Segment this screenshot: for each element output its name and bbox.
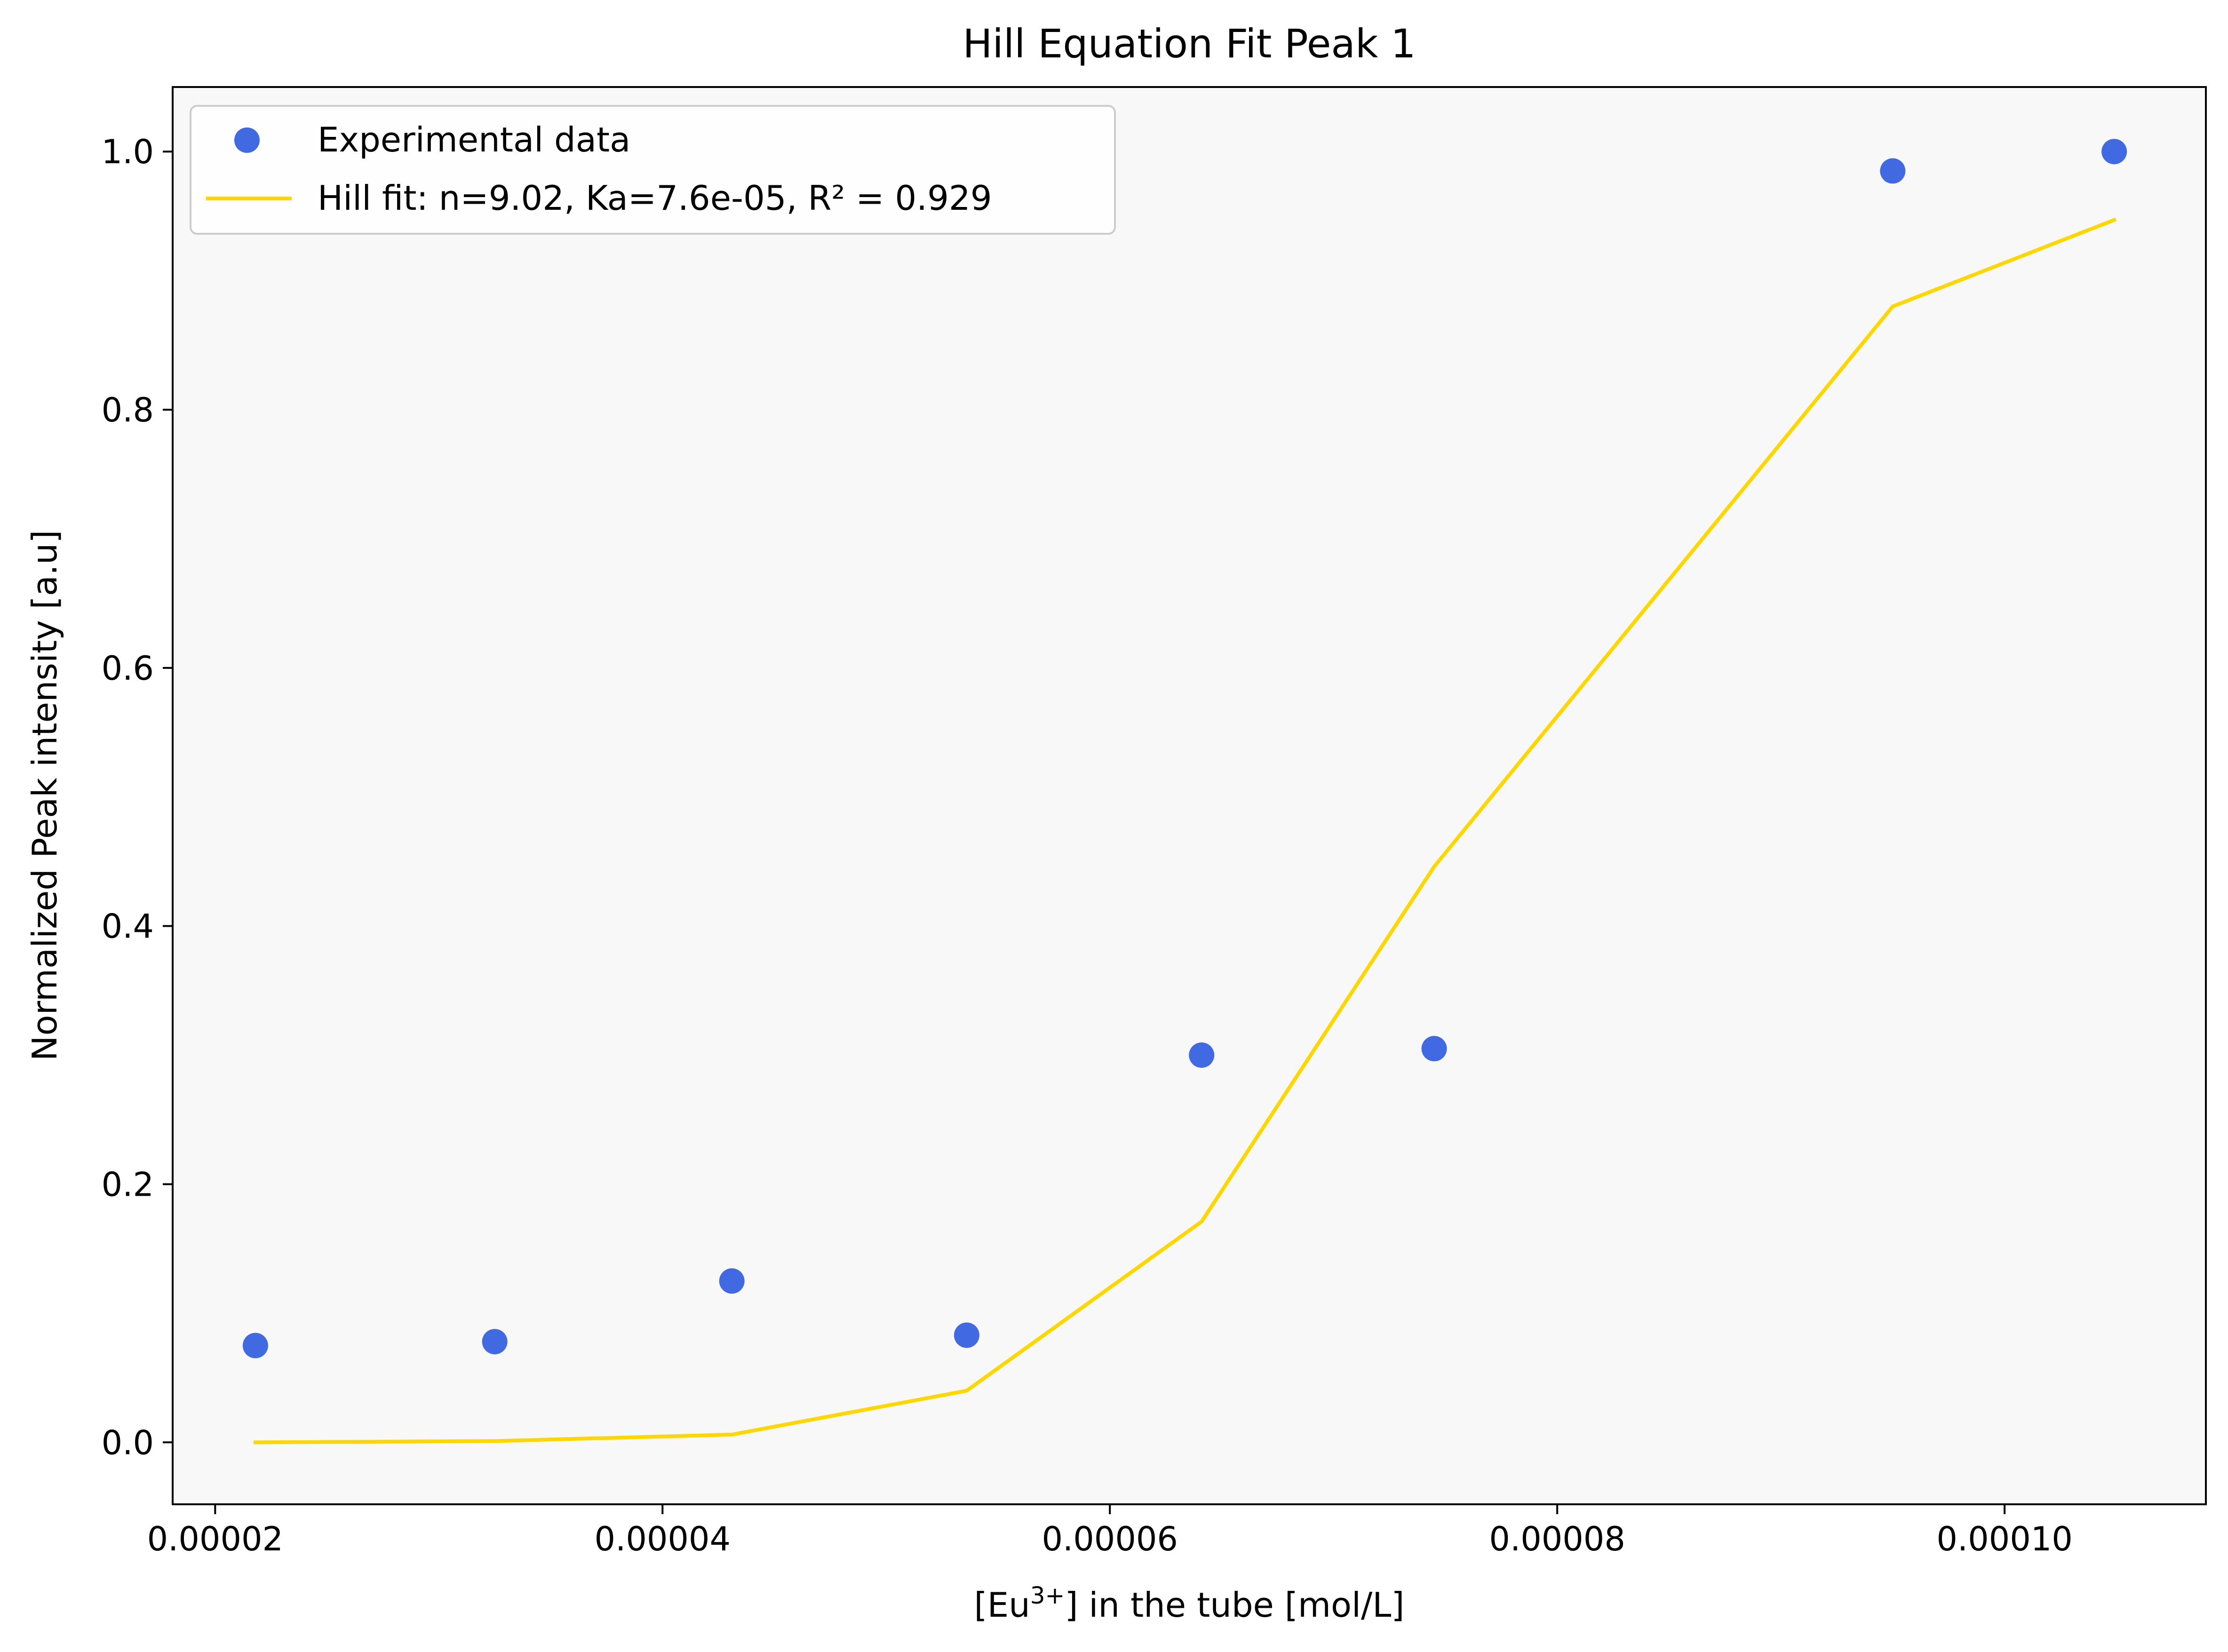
- data-layer: [242, 139, 2127, 1445]
- data-point: [242, 1333, 268, 1358]
- y-tick-label: 0.4: [102, 907, 154, 946]
- data-point: [1421, 1036, 1447, 1062]
- legend-label-fit: Hill fit: n=9.02, Ka=7.6e-05, R² = 0.929: [318, 178, 992, 218]
- data-point: [719, 1268, 745, 1294]
- data-point: [954, 1322, 979, 1348]
- x-axis-label-sup: 3+: [1030, 1582, 1065, 1609]
- x-axis-label: [Eu3+] in the tube [mol/L]: [974, 1582, 1405, 1625]
- x-tick-label: 0.00008: [1489, 1520, 1625, 1558]
- legend: Experimental data Hill fit: n=9.02, Ka=7…: [190, 105, 1116, 235]
- chart-title: Hill Equation Fit Peak 1: [963, 21, 1416, 67]
- data-point: [1880, 158, 1906, 184]
- y-axis-label: Normalized Peak intensity [a.u]: [25, 530, 64, 1061]
- legend-label-experimental: Experimental data: [318, 120, 630, 159]
- plot-area: [173, 87, 2206, 1504]
- y-tick-label: 0.8: [102, 391, 154, 429]
- y-tick-label: 0.0: [102, 1423, 154, 1462]
- data-point: [482, 1329, 508, 1355]
- plot-frame: [172, 86, 2207, 1505]
- legend-box: [190, 105, 1116, 235]
- x-axis-label-suffix: ] in the tube [mol/L]: [1065, 1585, 1404, 1625]
- y-tick-label: 0.6: [102, 649, 154, 688]
- hill-fit-line: [253, 217, 2117, 1445]
- ticks-layer: 0.00002 0.00004 0.00006 0.00008 0.00010 0.0 0.…: [102, 133, 2073, 1558]
- x-tick-label: 0.00010: [1936, 1520, 2072, 1558]
- x-axis-label-prefix: [Eu: [974, 1585, 1030, 1625]
- x-tick-label: 0.00006: [1042, 1520, 1178, 1558]
- data-point: [2101, 139, 2127, 165]
- x-tick-label: 0.00002: [147, 1520, 283, 1558]
- x-tick-label: 0.00004: [595, 1520, 731, 1558]
- y-tick-label: 1.0: [102, 133, 154, 171]
- legend-marker-experimental: [234, 127, 260, 153]
- data-point: [1189, 1042, 1215, 1068]
- y-tick-label: 0.2: [102, 1165, 154, 1204]
